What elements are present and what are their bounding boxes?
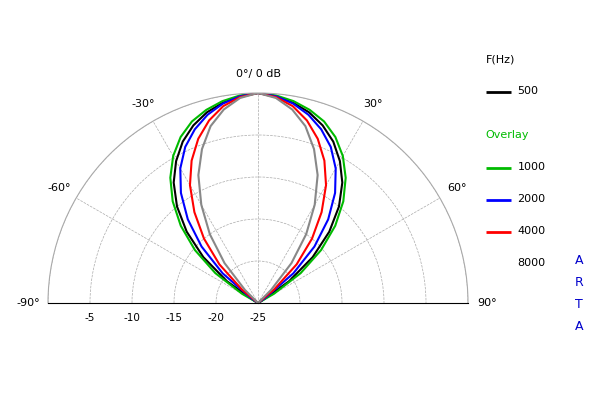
Text: 1000: 1000 xyxy=(518,162,545,172)
Text: 2000: 2000 xyxy=(518,194,546,204)
Text: T: T xyxy=(575,298,583,310)
Text: A: A xyxy=(575,254,583,266)
Text: 8000: 8000 xyxy=(518,258,546,268)
Text: 4000: 4000 xyxy=(518,226,546,236)
Text: 500: 500 xyxy=(518,86,539,96)
Text: R: R xyxy=(575,276,583,288)
Text: F(Hz): F(Hz) xyxy=(486,54,515,64)
Text: A: A xyxy=(575,320,583,332)
Text: Overlay: Overlay xyxy=(486,130,529,140)
